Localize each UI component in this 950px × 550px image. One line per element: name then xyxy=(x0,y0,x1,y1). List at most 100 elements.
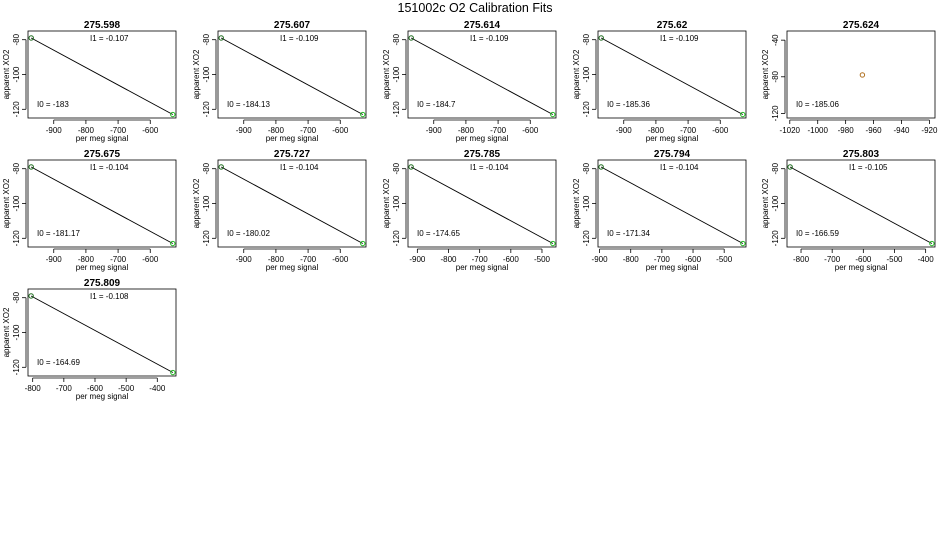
x-tick-label: -500 xyxy=(534,255,551,264)
calibration-panel-7: 275.727 -900 -800 -700 -600 per meg signal -80… xyxy=(192,149,367,272)
x-tick-label: -800 xyxy=(78,255,95,264)
y-tick-label: -80 xyxy=(771,70,780,82)
x-tick-label: -400 xyxy=(918,255,935,264)
y-tick-label: -100 xyxy=(12,66,21,83)
x-tick-label: -1020 xyxy=(780,126,801,135)
intercept-label: I0 = -184.13 xyxy=(227,100,270,109)
slope-label: I1 = -0.105 xyxy=(849,163,888,172)
y-tick-label: -120 xyxy=(582,101,591,118)
data-point xyxy=(740,240,746,247)
data-point xyxy=(170,111,176,118)
x-axis-label: per meg signal xyxy=(835,263,888,272)
calibration-panel-2: 275.607 -900 -800 -700 -600 per meg signal -80… xyxy=(192,20,367,143)
data-point xyxy=(859,72,866,78)
calibration-panel-3: 275.614 -900 -800 -700 -600 per meg signal -80… xyxy=(382,20,557,143)
data-point xyxy=(408,35,414,41)
fit-line xyxy=(600,166,744,244)
x-tick-label: -700 xyxy=(110,126,127,135)
x-tick-label: -600 xyxy=(503,255,520,264)
fit-line xyxy=(31,166,173,244)
x-tick-label: -800 xyxy=(78,126,95,135)
slope-label: I1 = -0.108 xyxy=(90,292,129,301)
y-tick-label: -100 xyxy=(582,195,591,212)
x-axis-label: per meg signal xyxy=(76,392,129,401)
x-tick-label: -800 xyxy=(440,255,457,264)
data-point xyxy=(170,369,176,376)
plot-frame xyxy=(217,30,367,119)
data-point xyxy=(28,164,34,170)
intercept-label: I0 = -180.02 xyxy=(227,229,270,238)
calibration-panel-5: 275.624 -1020 -1000 -980 -960 -940 -920 -40 -80 -… xyxy=(761,20,938,135)
x-tick-label: -700 xyxy=(300,126,317,135)
x-tick-label: -600 xyxy=(87,384,104,393)
x-axis-label: per meg signal xyxy=(456,263,509,272)
x-tick-label: -600 xyxy=(685,255,702,264)
x-tick-label: -800 xyxy=(623,255,640,264)
y-axis-label: apparent XO2 xyxy=(382,49,391,99)
panel-title: 275.794 xyxy=(654,149,691,160)
panel-title: 275.614 xyxy=(464,20,501,31)
data-point xyxy=(740,111,746,118)
x-tick-label: -600 xyxy=(332,255,349,264)
y-tick-label: -120 xyxy=(392,101,401,118)
plot-frame xyxy=(27,30,177,119)
calibration-panel-8: 275.785 -900 -800 -700 -600 -500 per meg signa… xyxy=(382,149,557,272)
intercept-label: I0 = -185.36 xyxy=(607,100,650,109)
y-tick-label: -100 xyxy=(202,66,211,83)
x-axis-label: per meg signal xyxy=(76,263,129,272)
calibration-panel-1: 275.598 -900 -800 -700 -600 per meg signal -80… xyxy=(2,20,177,143)
fit-line xyxy=(601,37,743,115)
x-tick-label: -900 xyxy=(236,255,253,264)
panel-title: 275.62 xyxy=(657,20,688,31)
y-tick-label: -80 xyxy=(12,162,21,174)
data-point xyxy=(28,293,34,299)
y-tick-label: -80 xyxy=(771,162,780,174)
y-axis-label: apparent XO2 xyxy=(2,178,11,228)
x-tick-label: -600 xyxy=(712,126,729,135)
x-tick-label: -900 xyxy=(426,126,443,135)
fit-line xyxy=(30,295,174,373)
data-point xyxy=(28,35,34,41)
y-tick-label: -120 xyxy=(202,101,211,118)
y-tick-label: -100 xyxy=(582,66,591,83)
x-tick-label: -800 xyxy=(25,384,42,393)
slope-label: I1 = -0.109 xyxy=(660,34,699,43)
y-tick-label: -80 xyxy=(202,162,211,174)
y-axis-label: apparent XO2 xyxy=(572,178,581,228)
slope-label: I1 = -0.107 xyxy=(90,34,129,43)
y-tick-label: -80 xyxy=(582,33,591,45)
y-tick-label: -100 xyxy=(392,66,401,83)
data-point xyxy=(598,164,604,170)
x-tick-label: -600 xyxy=(142,255,159,264)
fit-line xyxy=(789,166,933,244)
y-tick-label: -120 xyxy=(582,230,591,247)
x-axis-label: per meg signal xyxy=(456,134,509,143)
data-point xyxy=(170,240,176,247)
y-tick-label: -120 xyxy=(771,105,780,122)
data-point xyxy=(408,164,414,170)
x-tick-label: -960 xyxy=(866,126,883,135)
plot-frame xyxy=(786,30,936,119)
slope-label: I1 = -0.109 xyxy=(470,34,509,43)
x-tick-label: -700 xyxy=(654,255,671,264)
plot-frame xyxy=(217,159,367,248)
y-axis-label: apparent XO2 xyxy=(192,49,201,99)
intercept-label: I0 = -166.59 xyxy=(796,229,839,238)
y-tick-label: -80 xyxy=(392,162,401,174)
x-tick-label: -700 xyxy=(300,255,317,264)
y-tick-label: -120 xyxy=(12,230,21,247)
y-tick-label: -120 xyxy=(771,230,780,247)
x-tick-label: -400 xyxy=(149,384,166,393)
fit-line xyxy=(411,37,553,115)
fit-line xyxy=(221,37,363,115)
plot-frame xyxy=(407,30,557,119)
calibration-panel-9: 275.794 -900 -800 -700 -600 -500 per meg signa… xyxy=(572,149,747,272)
x-tick-label: -700 xyxy=(56,384,73,393)
intercept-label: I0 = -181.17 xyxy=(37,229,80,238)
x-tick-label: -700 xyxy=(824,255,841,264)
y-tick-label: -80 xyxy=(12,291,21,303)
x-tick-label: -900 xyxy=(236,126,253,135)
y-tick-label: -100 xyxy=(12,324,21,341)
